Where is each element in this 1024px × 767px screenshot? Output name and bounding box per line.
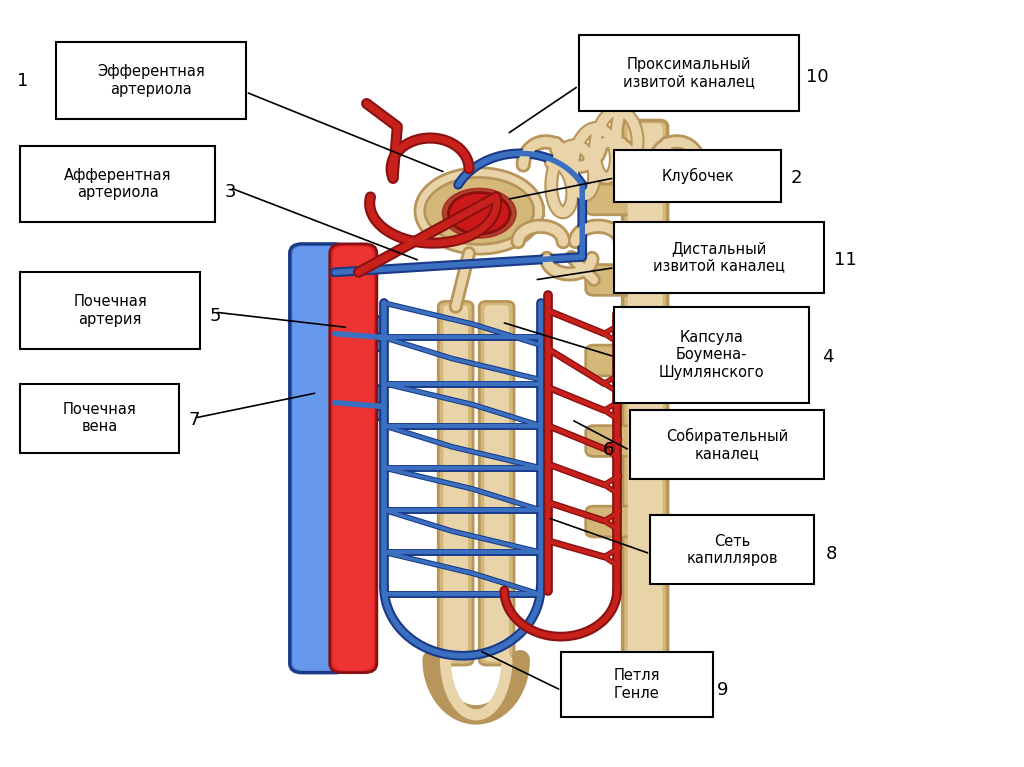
Text: 3: 3 (224, 183, 237, 201)
Text: 8: 8 (825, 545, 838, 563)
Text: Афферентная
артериола: Афферентная артериола (65, 168, 171, 200)
Text: 2: 2 (791, 169, 803, 187)
FancyBboxPatch shape (614, 222, 824, 293)
FancyBboxPatch shape (586, 265, 639, 295)
FancyBboxPatch shape (586, 184, 639, 215)
FancyBboxPatch shape (628, 123, 663, 710)
Polygon shape (449, 193, 510, 234)
FancyBboxPatch shape (323, 316, 386, 351)
Text: Почечная
вена: Почечная вена (62, 402, 137, 434)
FancyBboxPatch shape (623, 120, 668, 713)
FancyBboxPatch shape (323, 385, 386, 420)
Text: 6: 6 (602, 441, 614, 459)
Text: 7: 7 (188, 411, 201, 430)
Text: 9: 9 (717, 681, 729, 700)
FancyBboxPatch shape (479, 301, 514, 665)
Text: 1: 1 (16, 71, 29, 90)
FancyBboxPatch shape (614, 150, 781, 202)
FancyBboxPatch shape (443, 305, 468, 661)
Text: 11: 11 (835, 251, 857, 269)
FancyBboxPatch shape (293, 246, 344, 670)
FancyBboxPatch shape (56, 42, 246, 119)
Text: Петля
Генле: Петля Генле (613, 668, 660, 701)
Text: Дистальный
извитой каналец: Дистальный извитой каналец (653, 241, 785, 274)
Text: Собирательный
каналец: Собирательный каналец (666, 428, 788, 462)
FancyBboxPatch shape (330, 275, 375, 311)
Polygon shape (471, 208, 487, 219)
Text: Проксимальный
извитой каналец: Проксимальный извитой каналец (623, 57, 755, 89)
Text: 4: 4 (821, 347, 834, 366)
FancyBboxPatch shape (330, 244, 377, 673)
Text: 5: 5 (209, 307, 221, 325)
FancyBboxPatch shape (630, 410, 824, 479)
FancyBboxPatch shape (586, 345, 639, 376)
FancyBboxPatch shape (586, 426, 639, 456)
Text: Почечная
артерия: Почечная артерия (73, 295, 147, 327)
FancyBboxPatch shape (20, 146, 215, 222)
Text: Капсула
Боумена-
Шумлянского: Капсула Боумена- Шумлянского (658, 330, 765, 380)
Text: Сеть
капилляров: Сеть капилляров (686, 534, 778, 566)
FancyBboxPatch shape (650, 515, 814, 584)
Polygon shape (453, 196, 506, 231)
Text: Клубочек: Клубочек (662, 168, 734, 184)
FancyBboxPatch shape (290, 244, 347, 673)
Polygon shape (420, 173, 539, 249)
Polygon shape (463, 202, 496, 224)
FancyBboxPatch shape (586, 506, 639, 537)
Polygon shape (442, 189, 516, 238)
FancyBboxPatch shape (484, 305, 509, 661)
FancyBboxPatch shape (561, 652, 713, 717)
FancyBboxPatch shape (20, 384, 179, 453)
Text: 10: 10 (806, 67, 828, 86)
Text: Эфферентная
артериола: Эфферентная артериола (97, 64, 205, 97)
FancyBboxPatch shape (20, 272, 200, 349)
Polygon shape (476, 211, 482, 216)
FancyBboxPatch shape (333, 246, 374, 670)
FancyBboxPatch shape (614, 307, 809, 403)
FancyBboxPatch shape (579, 35, 799, 111)
FancyBboxPatch shape (438, 301, 473, 665)
